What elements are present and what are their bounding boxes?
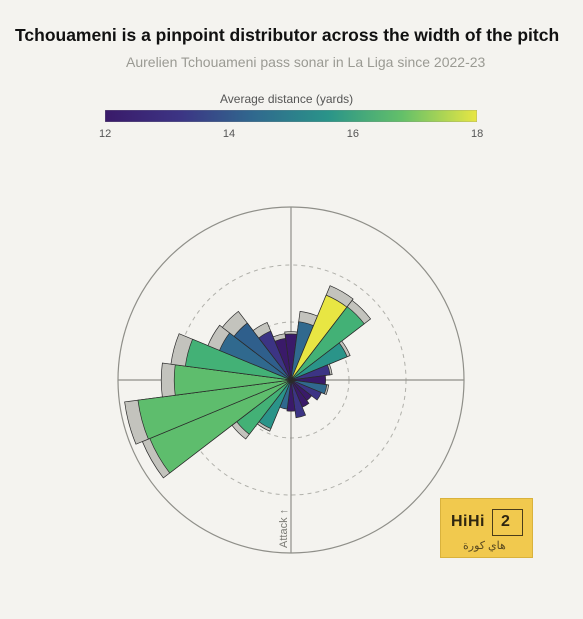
legend-tick: 18 <box>471 128 483 140</box>
legend-gradient-bar <box>105 110 477 122</box>
figure-root: Tchouameni is a pinpoint distributor acr… <box>0 0 583 619</box>
chart-title: Tchouameni is a pinpoint distributor acr… <box>15 25 559 46</box>
logo-text-main: HiHi <box>451 513 485 531</box>
legend-tick: 16 <box>347 128 359 140</box>
legend-title: Average distance (yards) <box>220 92 353 106</box>
logo-text-num: 2 <box>501 513 510 531</box>
logo-text-sub: هاي كورة <box>463 539 506 552</box>
legend-tick: 12 <box>99 128 111 140</box>
chart-subtitle: Aurelien Tchouameni pass sonar in La Lig… <box>126 54 485 70</box>
pass-sonar-chart: Attack ↑ <box>112 201 470 589</box>
watermark-logo: HiHi 2 هاي كورة <box>440 498 533 558</box>
attack-direction-label: Attack ↑ <box>278 509 290 548</box>
legend-tick: 14 <box>223 128 235 140</box>
